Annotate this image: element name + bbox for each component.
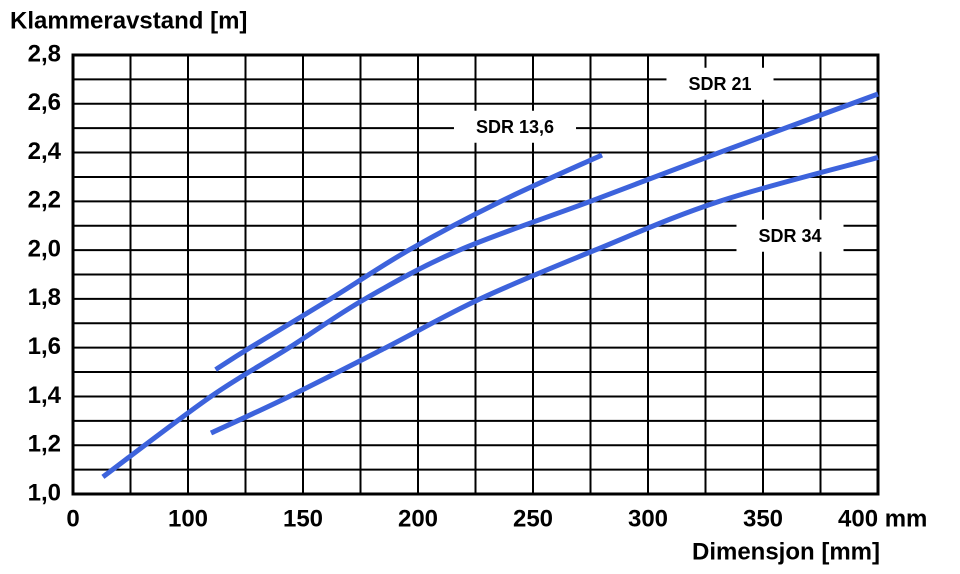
series-line bbox=[214, 152, 604, 372]
series-label: SDR 21 bbox=[688, 74, 751, 94]
series-label: SDR 34 bbox=[758, 226, 821, 246]
series-line bbox=[209, 155, 879, 436]
x-tick-label: 100 bbox=[168, 505, 208, 532]
x-tick-label: 250 bbox=[513, 505, 553, 532]
plot-border bbox=[71, 53, 880, 496]
y-tick-label: 2,0 bbox=[28, 235, 61, 262]
y-tick-label: 1,2 bbox=[28, 431, 61, 458]
y-tick-label: 1,6 bbox=[28, 333, 61, 360]
series-line bbox=[101, 91, 879, 479]
y-tick-label: 1,0 bbox=[28, 479, 61, 506]
x-axis-title: Dimensjon [mm] bbox=[692, 538, 880, 565]
x-tick-label: 350 bbox=[743, 505, 783, 532]
y-tick-label: 1,4 bbox=[28, 382, 62, 409]
x-tick-label: 150 bbox=[283, 505, 323, 532]
x-tick-label: 0 bbox=[66, 505, 79, 532]
y-tick-label: 1,8 bbox=[28, 284, 61, 311]
series-label-bg bbox=[736, 219, 844, 252]
series-label-bg bbox=[453, 110, 577, 143]
y-axis-title: Klammeravstand [m] bbox=[10, 7, 247, 34]
x-tick-label: 400 mm bbox=[838, 505, 927, 532]
y-tick-label: 2,8 bbox=[28, 40, 61, 67]
y-tick-label: 2,4 bbox=[28, 138, 62, 165]
x-tick-label: 300 bbox=[628, 505, 668, 532]
y-tick-label: 2,6 bbox=[28, 89, 61, 116]
series-label-bg bbox=[666, 67, 774, 100]
y-tick-label: 2,2 bbox=[28, 187, 61, 214]
x-tick-label: 200 bbox=[398, 505, 438, 532]
series-label: SDR 13,6 bbox=[476, 117, 554, 137]
